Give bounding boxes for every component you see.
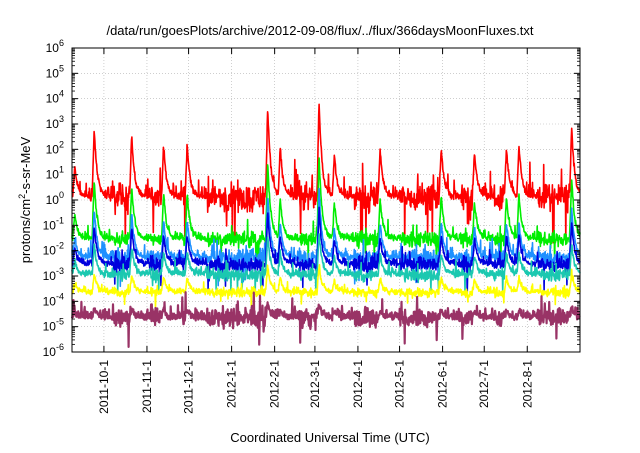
x-tick-label: 2012-8-1 <box>520 360 534 408</box>
x-tick-labels: 2011-10-1 2011-11-1 2011-12-1 2012-1-1 2012-… <box>97 360 534 414</box>
y-tick-label: 10-2 <box>43 241 64 258</box>
y-tick-label: 104 <box>46 89 64 106</box>
x-tick-label: 2012-2-1 <box>268 360 282 408</box>
y-tick-label: 106 <box>46 38 64 55</box>
axes <box>71 47 581 353</box>
y-axis-label: protons/cm2-s-sr-MeV <box>17 136 33 263</box>
y-tick-labels: 10-6 10-5 10-4 10-3 10-2 10-1 100 101 102 103 104 1… <box>43 38 64 359</box>
series-line-channel-4 <box>71 206 581 295</box>
x-tick-label: 2012-3-1 <box>308 360 322 408</box>
y-tick-label: 100 <box>46 190 64 207</box>
series-line-channel-1 <box>71 103 581 244</box>
series-group <box>70 103 581 348</box>
y-tick-label: 105 <box>46 63 64 80</box>
plot-frame <box>71 47 581 353</box>
series-line-channel-6 <box>71 263 581 310</box>
y-tick-label: 10-4 <box>43 291 64 308</box>
y-tick-label: 10-3 <box>43 266 64 283</box>
y-tick-label: 10-5 <box>43 317 64 334</box>
series-line-channel-2 <box>71 157 581 265</box>
x-tick-label: 2012-1-1 <box>225 360 239 408</box>
y-tick-label: 101 <box>46 165 64 182</box>
series-line-channel-7 <box>70 291 581 348</box>
series-line-channel-5 <box>71 233 581 296</box>
x-axis-label: Coordinated Universal Time (UTC) <box>230 430 429 445</box>
y-tick-label: 10-1 <box>43 215 64 232</box>
x-tick-label: 2011-12-1 <box>182 360 196 414</box>
x-tick-label: 2012-7-1 <box>477 360 491 408</box>
chart-title: /data/run/goesPlots/archive/2012-09-08/f… <box>106 23 533 38</box>
x-tick-label: 2011-10-1 <box>97 360 111 414</box>
x-tick-label: 2012-4-1 <box>351 360 365 408</box>
x-tick-label: 2012-5-1 <box>393 360 407 408</box>
y-tick-label: 103 <box>46 114 64 131</box>
y-tick-label: 102 <box>46 139 64 156</box>
y-tick-label: 10-6 <box>43 342 64 359</box>
x-tick-label: 2012-6-1 <box>436 360 450 408</box>
x-tick-label: 2011-11-1 <box>140 360 154 413</box>
